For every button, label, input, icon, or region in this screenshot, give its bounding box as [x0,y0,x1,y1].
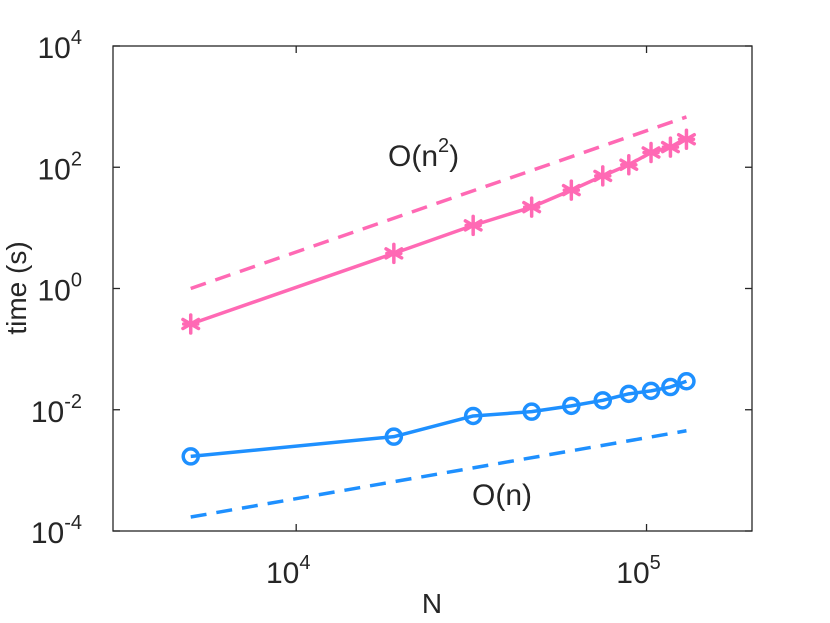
series-0-point-5 [593,165,613,187]
annotation-o-n-squared-exponent: 2 [438,135,449,157]
y-tick-label-1: 10-2 [31,391,82,429]
series-0-point-3 [522,196,542,218]
series-1-point-4 [562,396,581,416]
x-tick-label-exponent-1: 5 [650,552,661,574]
series-1-point-1 [384,427,404,446]
y-tick-label-exponent-3: 2 [71,148,82,170]
y-tick-label-3: 102 [38,148,83,186]
y-axis-label: time (s) [1,241,32,334]
y-tick-label-base-3: 10 [38,153,71,186]
series-0-point-6 [619,153,639,176]
series-0-point-4 [561,179,581,201]
y-tick-label-4: 104 [38,27,83,65]
y-tick-label-base-0: 10 [31,517,64,550]
series-1-point-7 [641,381,661,401]
x-axis-label: N [422,588,442,619]
annotation-o-n-squared-tail: ) [449,140,459,173]
axis-ticks [113,45,752,532]
series-0-point-8 [660,136,680,158]
y-tick-label-exponent-4: 4 [71,27,82,49]
x-tick-label-base-1: 10 [616,557,649,590]
series-0-point-2 [463,214,483,237]
series-1-point-8 [661,377,680,397]
series-0-point-7 [641,141,661,164]
y-tick-label-base-4: 10 [38,32,71,65]
annotation-o-n-squared: O(n2) [388,135,459,173]
series-0-point-1 [384,242,404,265]
y-tick-label-base-1: 10 [31,396,64,429]
x-tick-label-0: 104 [266,552,311,590]
x-tick-label-base-0: 10 [266,557,299,590]
series-0-point-9 [676,128,696,150]
series-1-point-9 [677,372,696,391]
x-tick-label-1: 105 [616,552,661,590]
series-1-point-0 [181,447,200,466]
series-1-point-3 [522,402,541,421]
plot-lines [190,115,688,519]
x-tick-label-exponent-0: 4 [299,552,310,574]
plot-markers [181,128,696,466]
series-line-1 [190,379,688,459]
annotation-o-n-squared-base: O(n [388,140,438,173]
y-tick-label-0: 10-4 [31,512,82,550]
y-tick-label-base-2: 10 [38,275,71,308]
y-tick-label-exponent-0: -4 [64,512,82,534]
series-0-point-0 [181,313,201,335]
y-tick-label-2: 100 [38,270,83,308]
y-tick-label-exponent-2: 0 [71,270,82,292]
series-line-2 [190,115,688,291]
series-1-point-6 [619,384,639,404]
annotation-o-n: O(n) [472,479,532,512]
series-line-0 [190,137,688,326]
y-tick-label-exponent-1: -2 [64,391,82,413]
series-1-point-5 [593,391,613,410]
series-line-3 [190,429,687,519]
series-1-point-2 [463,406,483,426]
